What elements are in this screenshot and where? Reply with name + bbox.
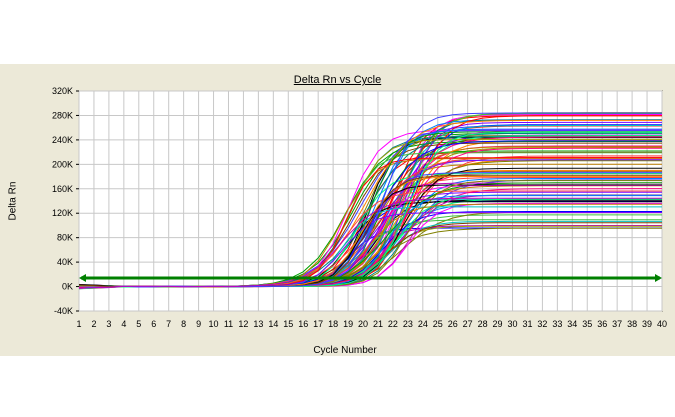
threshold-left-arrow-icon[interactable] [79, 274, 86, 282]
x-tick-label: 12 [238, 319, 248, 329]
x-tick-label: 1 [76, 319, 81, 329]
x-tick-label: 34 [567, 319, 577, 329]
x-tick-label: 18 [328, 319, 338, 329]
x-tick-label: 35 [582, 319, 592, 329]
x-tick-label: 32 [537, 319, 547, 329]
x-tick-label: 6 [151, 319, 156, 329]
x-tick-label: 26 [448, 319, 458, 329]
y-tick-label: -40K [54, 306, 73, 316]
threshold-right-arrow-icon[interactable] [655, 274, 662, 282]
x-tick-label: 15 [283, 319, 293, 329]
series-line [78, 197, 662, 289]
x-tick-label: 36 [597, 319, 607, 329]
x-tick-label: 7 [166, 319, 171, 329]
x-tick-label: 37 [612, 319, 622, 329]
x-tick-label: 10 [209, 319, 219, 329]
x-tick-label: 29 [493, 319, 503, 329]
amplification-curves [78, 112, 662, 290]
x-axis-label: Cycle Number [313, 345, 377, 356]
x-tick-label: 28 [478, 319, 488, 329]
y-tick-label: 120K [52, 208, 73, 218]
y-tick-label: 200K [52, 159, 73, 169]
x-tick-label: 2 [91, 319, 96, 329]
x-tick-label: 23 [403, 319, 413, 329]
chart-title: Delta Rn vs Cycle [293, 74, 382, 86]
y-tick-label: 160K [52, 184, 73, 194]
x-tick-label: 39 [642, 319, 652, 329]
x-tick-label: 9 [196, 319, 201, 329]
y-tick-label: 0K [62, 282, 73, 292]
x-tick-label: 21 [373, 319, 383, 329]
x-tick-label: 19 [343, 319, 353, 329]
x-tick-label: 24 [418, 319, 428, 329]
x-tick-label: 30 [508, 319, 518, 329]
x-tick-label: 3 [106, 319, 111, 329]
y-tick-label: 80K [57, 233, 73, 243]
x-tick-label: 17 [313, 319, 323, 329]
x-tick-label: 4 [121, 319, 126, 329]
x-tick-label: 11 [224, 319, 233, 329]
x-tick-label: 27 [463, 319, 473, 329]
y-tick-label: 280K [52, 110, 73, 120]
x-tick-label: 33 [552, 319, 562, 329]
x-tick-label: 13 [253, 319, 263, 329]
x-tick-label: 14 [268, 319, 278, 329]
y-tick-label: 320K [52, 86, 73, 96]
x-tick-label: 40 [657, 319, 667, 329]
x-tick-label: 20 [358, 319, 368, 329]
x-tick-label: 38 [627, 319, 637, 329]
x-tick-label: 5 [136, 319, 141, 329]
x-tick-label: 8 [181, 319, 186, 329]
x-tick-label: 31 [522, 319, 532, 329]
y-tick-label: 40K [57, 257, 73, 267]
x-tick-label: 16 [298, 319, 308, 329]
x-tick-label: 25 [433, 319, 443, 329]
x-tick-label: 22 [388, 319, 398, 329]
y-tick-label: 240K [52, 135, 73, 145]
